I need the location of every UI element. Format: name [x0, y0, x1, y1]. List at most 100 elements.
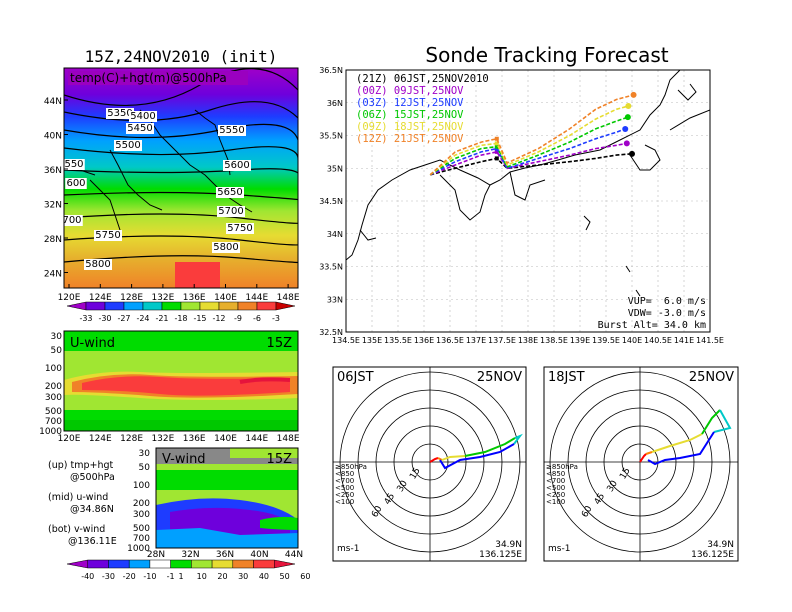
hodo-trace	[437, 457, 443, 461]
hodo-level-label: <500	[546, 484, 565, 492]
contour-label-bg	[94, 230, 122, 241]
contour-label-bg	[226, 223, 254, 234]
upper-map-label-bg	[68, 71, 248, 85]
hodo-frame	[543, 366, 739, 562]
upper-lat-ticks: 44N 40N 36N 32N 28N 24N	[44, 97, 68, 280]
track-lat-tick-label: 35N	[327, 164, 343, 173]
hodo-level-label: <500	[335, 484, 354, 492]
vwind-time: 15Z	[267, 452, 293, 467]
uwind-x-tick-label: 120E	[58, 434, 81, 444]
track-end-point	[630, 91, 637, 98]
temp-colorbar-swatch	[237, 301, 258, 311]
temp-colorbar-label: -12	[212, 314, 225, 323]
lat-tick-label: 36N	[44, 166, 62, 176]
temp-colorbar-label: -9	[234, 314, 242, 323]
wind-colorbar-label: 30	[238, 572, 248, 581]
track-lon-tick-label: 139E	[570, 336, 590, 345]
hodo-trace	[701, 409, 721, 435]
vwind-y-tick-label: 50	[139, 463, 151, 473]
temp-colorbar-swatch	[104, 301, 125, 311]
vwind-x-tick-label: 36N	[216, 550, 234, 560]
track-burst-marker	[494, 136, 499, 141]
contour-label: 5350	[107, 108, 132, 119]
legend-note: (up) tmp+hgt	[48, 460, 114, 471]
track-lon-tick-label: 137.5E	[488, 336, 516, 345]
vwind-y-tick-label: 500	[133, 524, 150, 534]
uwind-x-ticks: 120E 124E 128E 132E 136E 140E 144E 148E	[58, 434, 300, 444]
uwind-x-tick-label: 140E	[214, 434, 237, 444]
uwind-x-tick-label: 144E	[245, 434, 268, 444]
contour-label-bg	[84, 259, 112, 270]
param-vup: VUP= 6.0 m/s	[628, 296, 706, 307]
contour-label-bg	[217, 206, 245, 217]
contour-label: 5700	[218, 206, 243, 217]
hodo-lon: 136.125E	[479, 550, 522, 560]
wind-colorbar-swatch	[253, 559, 275, 569]
hodo-trace	[429, 457, 439, 463]
wind-colorbar-swatch	[232, 559, 254, 569]
track-lines	[429, 91, 637, 176]
param-vdw: VDW= -3.0 m/s	[628, 308, 706, 319]
legend-note: @500hPa	[70, 472, 115, 483]
hodo-ring-label: 15	[618, 466, 632, 481]
track-line	[429, 153, 633, 176]
lon-tick-label: 128E	[120, 293, 143, 303]
temp-colorbar-swatch	[161, 301, 182, 311]
vwind-y-tick-label: 1000	[127, 544, 150, 554]
contour-label-bg	[129, 111, 157, 122]
track-line	[429, 105, 629, 176]
temp-colorbar-label: -3	[272, 314, 280, 323]
hodo-trace	[647, 431, 715, 466]
track-lon-tick-label: 139.5E	[592, 336, 620, 345]
hodo-lon: 136.125E	[691, 550, 734, 560]
hodo-level-label: <100	[335, 498, 354, 506]
track-legend-entry: (03Z) 12JST,25NOV	[356, 97, 464, 109]
uwind-time: 15Z	[267, 336, 293, 351]
track-lat-tick-label: 34N	[327, 230, 343, 239]
hodo-level-label: ≥850hPa	[335, 463, 367, 471]
vwind-x-tick-label: 28N	[147, 550, 165, 560]
hodo-level-label: <700	[335, 477, 354, 485]
uwind-y-tick-label: 100	[45, 364, 62, 374]
contour-label: 5400	[130, 111, 155, 122]
legend-note: @136.11E	[68, 536, 117, 547]
wind-colorbar-swatch	[191, 559, 213, 569]
temp-colorbar-swatch	[256, 301, 277, 311]
track-lon-tick-label: 140E	[622, 336, 642, 345]
tracking-grid	[346, 70, 710, 332]
vwind-x-tick-label: 40N	[250, 550, 268, 560]
hodo-ring-label: 15	[408, 466, 422, 481]
hodo-level-label: <850	[546, 470, 565, 478]
temp-colorbar-swatch	[199, 301, 220, 311]
hodo-trace	[713, 409, 732, 433]
temp-colorbar-swatch	[180, 301, 201, 311]
contour-label: 5650	[217, 187, 242, 198]
hodo-level-label: <700	[546, 477, 565, 485]
lat-tick-label: 32N	[44, 201, 62, 211]
track-legend-entry: (00Z) 09JST,25NOV	[356, 85, 464, 97]
temp-colorbar-label: -33	[79, 314, 92, 323]
hodo-trace	[639, 453, 647, 463]
track-line	[429, 116, 629, 176]
track-lat-tick-label: 32.5N	[319, 328, 343, 337]
contour-label: 700	[62, 215, 81, 226]
hodo-lat: 34.9N	[495, 540, 522, 550]
lon-tick-label: 140E	[214, 293, 237, 303]
temp-colorbar: -33 -30 -27 -24 -21 -18 -15 -12 -9 -6 -3	[66, 301, 296, 323]
hodo-ring-label: 45	[383, 492, 397, 507]
contour-label: 5600	[224, 160, 249, 171]
hodo-trace	[645, 451, 653, 455]
uwind-y-tick-label: 200	[45, 382, 62, 392]
legend-notes: (up) tmp+hgt@500hPa (mid) u-wind@34.86N (b…	[48, 460, 117, 547]
lon-tick-label: 148E	[277, 293, 300, 303]
uwind-label: U-wind	[70, 336, 115, 351]
vwind-label: V-wind	[162, 452, 206, 467]
lat-tick-label: 28N	[44, 235, 62, 245]
hodo-trace	[513, 433, 523, 445]
wind-colorbar-label: 10	[197, 572, 207, 581]
uwind-x-tick-label: 148E	[277, 434, 300, 444]
